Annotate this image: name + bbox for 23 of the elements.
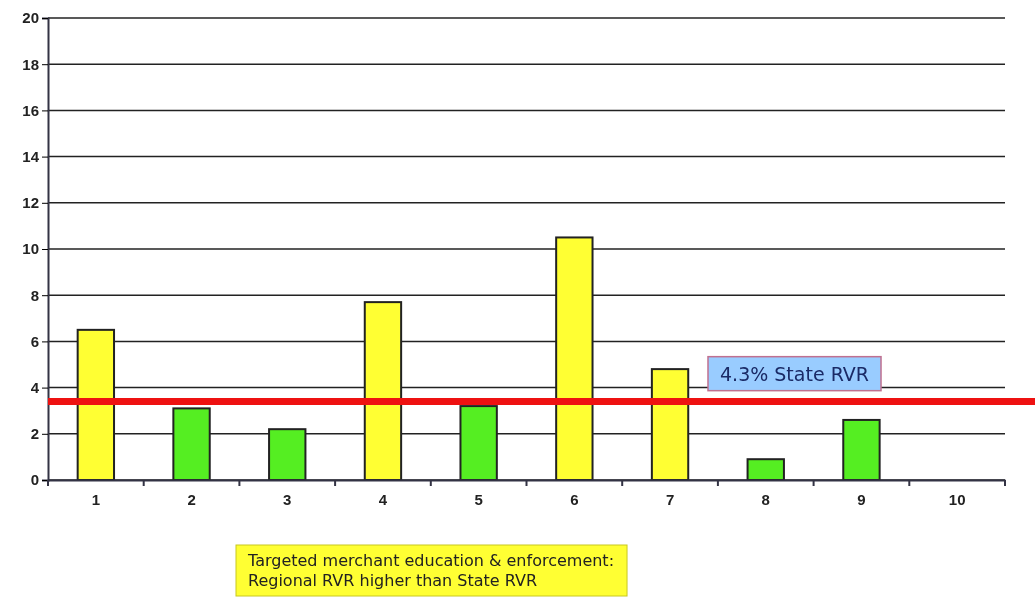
x-tick-label: 5 — [474, 490, 483, 508]
y-tick-label: 6 — [30, 332, 39, 350]
y-tick-label: 16 — [22, 101, 39, 119]
x-tick-label: 7 — [665, 490, 675, 508]
y-tick-label: 0 — [30, 471, 39, 489]
y-tick-label: 18 — [22, 55, 39, 73]
y-tick-label: 20 — [22, 9, 39, 27]
x-tick-label: 9 — [857, 490, 866, 508]
ref-line-label: 4.3% State RVR — [720, 362, 870, 385]
x-tick-label: 1 — [91, 490, 101, 508]
y-tick-label: 10 — [22, 240, 39, 258]
x-tick-label: 10 — [948, 490, 966, 508]
y-tick-label: 14 — [22, 147, 40, 165]
y-tick-label: 2 — [30, 425, 39, 443]
y-tick-label: 8 — [30, 286, 39, 304]
y-tick-label: 12 — [22, 194, 39, 212]
y-tick-label: 4 — [30, 378, 40, 396]
x-tick-label: 8 — [761, 490, 770, 508]
x-tick-label: 3 — [283, 490, 292, 508]
x-tick-label: 6 — [570, 490, 579, 508]
text: Targeted merchant education & enforcement: Regional RVR higher than State RVR — [247, 551, 615, 590]
x-tick-label: 2 — [187, 490, 196, 508]
x-tick-label: 4 — [378, 490, 388, 508]
